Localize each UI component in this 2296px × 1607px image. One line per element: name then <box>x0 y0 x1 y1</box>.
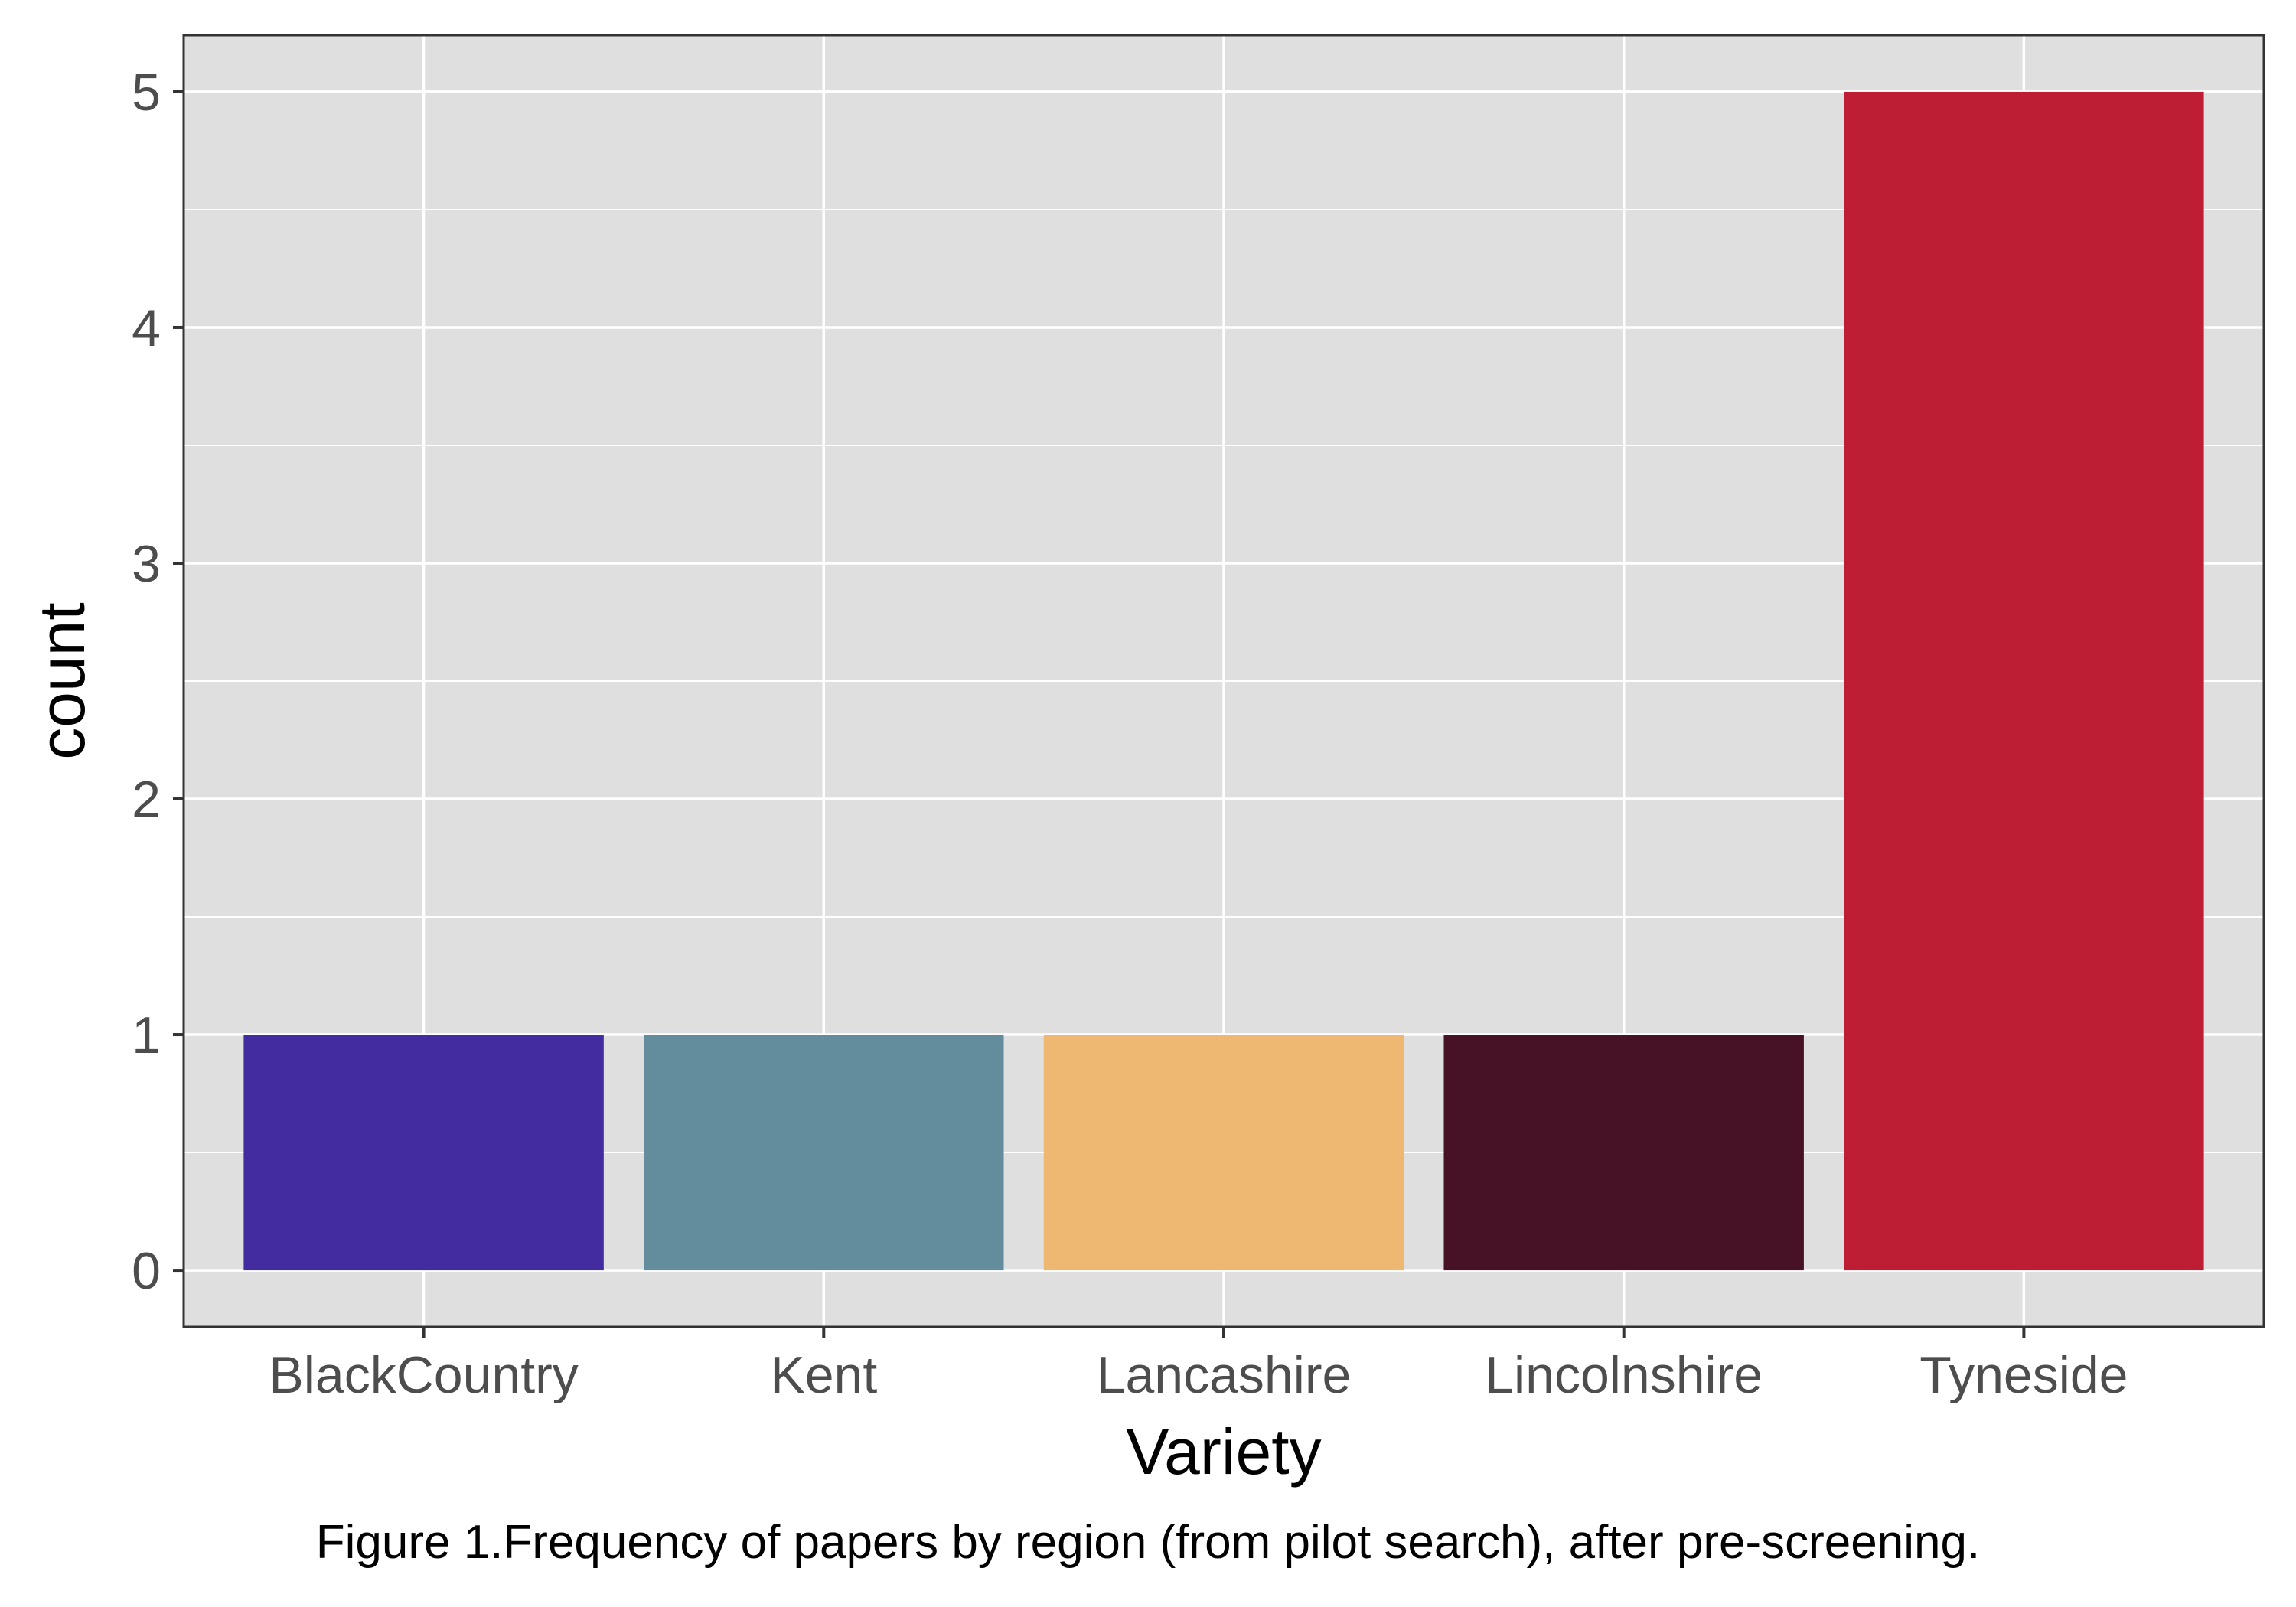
y-tick-label: 1 <box>132 1006 161 1064</box>
y-tick-label: 2 <box>132 771 161 829</box>
bar-kent <box>644 1035 1004 1271</box>
bar-lincolnshire <box>1443 1035 1804 1271</box>
y-tick-label: 5 <box>132 64 161 122</box>
x-tick-label: Lincolnshire <box>1485 1346 1763 1404</box>
y-axis-title: count <box>26 602 98 760</box>
axes: 0 1 2 3 4 5 BlackCountry Kent Lancashire Lincolns… <box>132 64 2128 1404</box>
y-tick-label: 3 <box>132 535 161 593</box>
y-tick-label: 0 <box>132 1242 161 1300</box>
x-axis-title: Variety <box>1126 1416 1321 1488</box>
y-tick-label: 4 <box>132 299 161 357</box>
bar-blackcountry <box>243 1035 604 1271</box>
x-tick-label: Lancashire <box>1097 1346 1352 1404</box>
x-tick-label: BlackCountry <box>269 1346 578 1404</box>
bar-lancashire <box>1043 1035 1404 1271</box>
bars <box>243 91 2204 1271</box>
x-tick-label: Kent <box>770 1346 877 1404</box>
figure-caption: Figure 1.Frequency of papers by region (… <box>315 1516 1981 1569</box>
x-tick-label: Tyneside <box>1919 1346 2128 1404</box>
bar-tyneside <box>1844 91 2204 1271</box>
